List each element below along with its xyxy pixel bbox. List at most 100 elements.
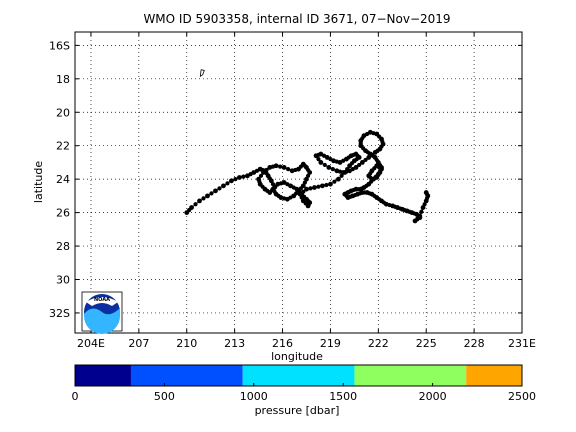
trajectory-point [356,187,361,192]
trajectory-point [293,167,298,173]
trajectory-point [187,207,192,213]
trajectory-point [344,193,349,198]
trajectory-point [379,144,384,149]
trajectory-point [392,204,398,209]
colorbar-segment [242,365,355,386]
trajectory-point [373,174,379,179]
trajectory-point [302,163,307,168]
trajectory-point [375,148,380,153]
trajectory-point [273,184,278,189]
colorbar-tick-label: 1500 [329,390,357,403]
trajectory-point [304,176,309,182]
trajectory-point [260,184,265,189]
trajectory-point [348,194,353,199]
trajectory-point [358,141,363,146]
colorbar-label: pressure [dbar] [255,404,340,417]
trajectory-point [302,180,307,185]
colorbar-tick-label: 0 [72,390,79,403]
trajectory-point [424,192,430,197]
colorbar-segment [354,365,467,386]
y-tick-label: 32S [49,307,70,320]
trajectory-point [316,152,321,158]
x-tick-label: 213 [224,337,245,350]
trajectory-point [424,196,430,201]
trajectory-point [303,201,308,206]
trajectory-point [193,202,198,207]
trajectory-point [412,211,417,216]
trajectory-point [288,195,293,200]
trajectory-point [299,195,304,200]
logo-wave [84,308,120,334]
y-tick-label: 30 [56,273,70,286]
colorbar-tick-label: 1000 [240,390,268,403]
colorbar-segment [466,365,522,386]
y-axis-label: latitude [32,161,45,203]
trajectory-point [347,189,352,194]
trajectory-point [286,167,291,172]
trajectory-point [354,156,359,162]
trajectory-point [351,152,356,158]
trajectory-point [308,186,313,191]
y-tick-label: 22 [56,140,70,153]
trajectory-point [294,191,299,196]
trajectory-point [337,169,343,174]
trajectory-point [298,164,303,169]
trajectory-point [370,153,375,158]
trajectory-point [248,172,253,177]
trajectory-point [324,182,329,188]
trajectory-point [415,216,420,221]
colorbar-frame [74,364,523,387]
trajectory-point [197,198,202,204]
y-tick-label: 26 [56,207,70,220]
trajectory-point [363,157,368,163]
trajectory-point [372,166,377,171]
trajectory-point [278,164,283,169]
trajectory-point [322,162,327,168]
colorbar-segment [130,365,243,386]
y-tick-label: 18 [56,73,70,86]
trajectory-point [402,207,407,213]
trajectory-point [407,209,412,214]
trajectory-point [377,197,382,202]
trajectory-point [316,156,321,162]
trajectory-point [357,191,363,196]
trajectory-point [213,188,218,194]
trajectory-point [221,183,226,189]
trajectory-point [419,209,424,214]
trajectory-point [282,196,287,201]
trajectory-point [362,190,367,195]
x-tick-label: 222 [368,337,389,350]
island-outline [199,69,205,78]
noaa-logo: NOAA [81,291,123,334]
trajectory-point [355,153,360,158]
trajectory-point [316,184,321,189]
trajectory-point [334,159,339,164]
trajectory-point [377,169,383,174]
trajectory-point [306,202,311,207]
colorbar-tick-label: 500 [154,390,175,403]
trajectory-point [297,191,303,197]
trajectory-point [254,168,260,173]
trajectory-point [374,157,379,163]
plot-area-frame [74,31,523,334]
trajectory-point [305,167,311,173]
trajectory-point [267,176,272,181]
x-tick-label: 216 [272,337,293,350]
trajectory-point [278,181,284,186]
trajectory-point [369,179,374,184]
trajectory-point [258,173,264,178]
y-tick-label: 16S [49,39,70,52]
trajectory-point [420,205,426,210]
trajectory-point [321,153,327,158]
trajectory-point [205,193,210,199]
trajectory-point [422,202,427,207]
trajectory-point [201,196,206,201]
trajectory-point [368,171,373,176]
x-tick-label: 207 [128,337,149,350]
x-tick-label: 228 [464,337,485,350]
trajectory-point [209,191,214,196]
y-tick-label: 28 [56,240,70,253]
trajectory-point [270,164,276,169]
